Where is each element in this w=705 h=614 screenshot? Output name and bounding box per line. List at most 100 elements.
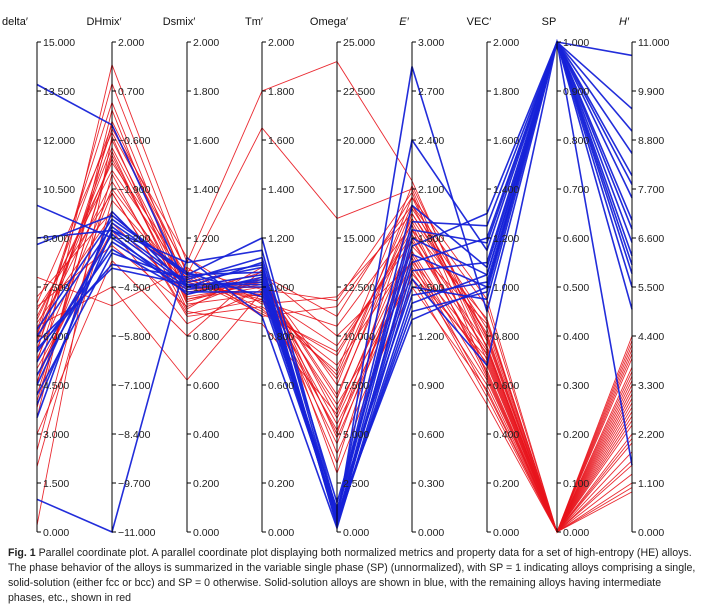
axis-title: Dsmix′ <box>163 16 196 28</box>
tick-label: 11.000 <box>638 37 669 49</box>
tick-label: 0.400 <box>493 429 519 441</box>
tick-label: 1.600 <box>193 135 219 147</box>
tick-label: 0.000 <box>418 527 444 539</box>
tick-label: 2.000 <box>493 37 519 49</box>
axis-3: Tm′ 0.000 0.200 0.400 0.600 0.800 1.000 1.200 1.… <box>245 16 294 539</box>
figure-label: Fig. 1 <box>8 547 36 559</box>
axes-layer: delta′ 0.000 1.500 3.000 4.500 6.000 7.500 9.00… <box>2 16 669 539</box>
tick-label: 15.000 <box>43 37 75 49</box>
caption-text: Parallel coordinate plot. A parallel coo… <box>8 547 696 604</box>
tick-label: 1.800 <box>193 86 219 98</box>
tick-label: 10.500 <box>43 184 75 196</box>
tick-label: 0.700 <box>118 86 144 98</box>
series-1-line-12 <box>36 40 633 518</box>
axis-title: VEC′ <box>467 16 492 28</box>
tick-label: 13.500 <box>43 86 75 98</box>
axis-8: H′ 0.000 1.100 2.200 3.300 4.400 5.500 6.600 7.7… <box>619 16 670 539</box>
tick-label: 3.000 <box>43 429 69 441</box>
axis-title: SP <box>542 16 557 28</box>
tick-label: 0.200 <box>493 478 519 490</box>
tick-label: 7.500 <box>43 282 69 294</box>
tick-label: 9.000 <box>43 233 69 245</box>
tick-label: 1.800 <box>493 86 519 98</box>
tick-label: 1.100 <box>638 478 664 490</box>
tick-label: −1.900 <box>118 184 151 196</box>
tick-label: −7.100 <box>118 380 151 392</box>
tick-label: 1.000 <box>563 37 589 49</box>
tick-label: 0.300 <box>418 478 444 490</box>
tick-label: 6.600 <box>638 233 664 245</box>
tick-label: 0.800 <box>493 331 519 343</box>
tick-label: 1.000 <box>493 282 519 294</box>
tick-label: 5.000 <box>343 429 369 441</box>
series-1-line-2 <box>36 40 633 516</box>
tick-label: 1.500 <box>43 478 69 490</box>
tick-label: 2.000 <box>193 37 219 49</box>
axis-title: delta′ <box>2 16 28 28</box>
tick-label: 2.500 <box>343 478 369 490</box>
tick-label: 0.900 <box>563 86 589 98</box>
tick-label: 0.700 <box>563 184 589 196</box>
tick-label: 0.000 <box>343 527 369 539</box>
tick-label: −4.500 <box>118 282 151 294</box>
tick-label: 2.000 <box>268 37 294 49</box>
tick-label: 0.300 <box>563 380 589 392</box>
axis-title: H′ <box>619 16 630 28</box>
tick-label: 2.100 <box>418 184 444 196</box>
tick-label: 6.000 <box>43 331 69 343</box>
tick-label: 1.200 <box>193 233 219 245</box>
tick-label: 12.000 <box>43 135 75 147</box>
tick-label: −9.700 <box>118 478 151 490</box>
tick-label: 0.200 <box>563 429 589 441</box>
tick-label: 4.500 <box>43 380 69 392</box>
tick-label: −5.800 <box>118 331 151 343</box>
tick-label: 0.800 <box>268 331 294 343</box>
tick-label: 0.000 <box>268 527 294 539</box>
tick-label: 2.400 <box>418 135 444 147</box>
tick-label: 1.500 <box>418 282 444 294</box>
axis-title: E′ <box>399 16 409 28</box>
axis-6: VEC′ 0.000 0.200 0.400 0.600 0.800 1.000 1.200 1… <box>467 16 520 539</box>
axis-4: Omega′ 0.000 2.500 5.000 7.500 10.000 12.500 15… <box>310 16 375 539</box>
tick-label: 1.400 <box>493 184 519 196</box>
tick-label: 20.000 <box>343 135 375 147</box>
tick-label: 0.800 <box>193 331 219 343</box>
tick-label: 25.000 <box>343 37 375 49</box>
tick-label: 4.400 <box>638 331 664 343</box>
tick-label: 0.500 <box>563 282 589 294</box>
tick-label: 0.400 <box>563 331 589 343</box>
tick-label: 1.200 <box>268 233 294 245</box>
axis-title: Tm′ <box>245 16 263 28</box>
tick-label: 2.000 <box>118 37 144 49</box>
tick-label: 1.400 <box>193 184 219 196</box>
tick-label: 0.000 <box>493 527 519 539</box>
tick-label: 2.700 <box>418 86 444 98</box>
tick-label: 0.200 <box>193 478 219 490</box>
series-1-line-1 <box>36 40 633 517</box>
series-0-line-6 <box>36 161 633 534</box>
tick-label: 1.000 <box>268 282 294 294</box>
tick-label: 12.500 <box>343 282 375 294</box>
tick-label: 0.000 <box>43 527 69 539</box>
tick-label: −8.400 <box>118 429 151 441</box>
figure-caption: Fig. 1 Parallel coordinate plot. A paral… <box>8 546 698 606</box>
tick-label: 1.600 <box>493 135 519 147</box>
axis-title: DHmix′ <box>86 16 121 28</box>
tick-label: 0.600 <box>493 380 519 392</box>
axis-2: Dsmix′ 0.000 0.200 0.400 0.600 0.800 1.000 1.20… <box>163 16 220 539</box>
tick-label: 3.000 <box>418 37 444 49</box>
tick-label: 15.000 <box>343 233 375 245</box>
tick-label: 0.400 <box>268 429 294 441</box>
axis-7: SP 0.000 0.100 0.200 0.300 0.400 0.500 0.600 0.7… <box>542 16 590 539</box>
series-1-line-8 <box>36 39 633 519</box>
parallel-coordinate-plot: delta′ 0.000 1.500 3.000 4.500 6.000 7.500 9.00… <box>2 16 669 539</box>
tick-label: 1.600 <box>268 135 294 147</box>
tick-label: 10.000 <box>343 331 375 343</box>
tick-label: 0.000 <box>193 527 219 539</box>
tick-label: 0.000 <box>563 527 589 539</box>
tick-label: 0.400 <box>193 429 219 441</box>
tick-label: 0.200 <box>268 478 294 490</box>
tick-label: 3.300 <box>638 380 664 392</box>
tick-label: 0.600 <box>563 233 589 245</box>
tick-label: 2.200 <box>638 429 664 441</box>
